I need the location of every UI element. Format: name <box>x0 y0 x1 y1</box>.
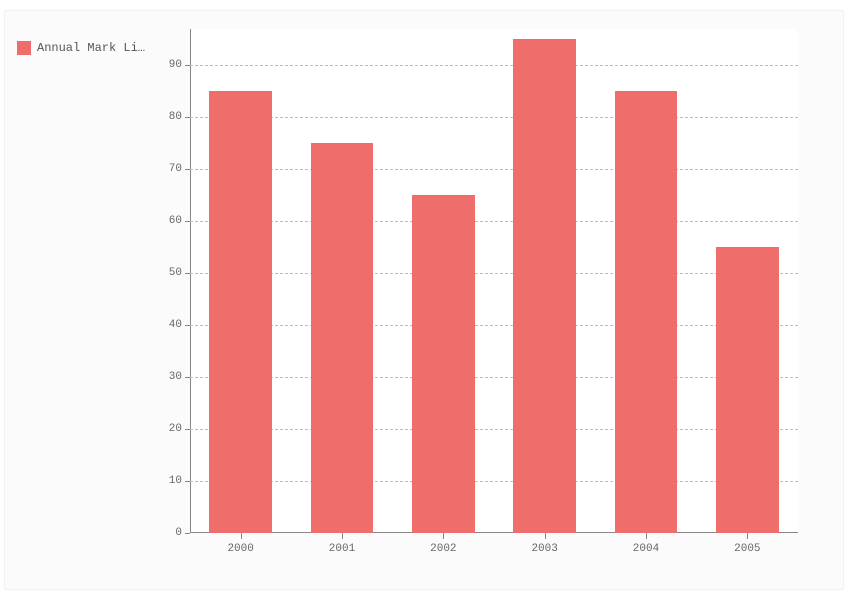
y-axis-line <box>190 29 191 533</box>
y-tick-label: 80 <box>169 111 182 123</box>
y-tick-label: 60 <box>169 215 182 227</box>
y-tick-mark <box>185 221 190 222</box>
y-tick-label: 50 <box>169 267 182 279</box>
grid-line <box>190 429 798 430</box>
x-tick-label: 2004 <box>633 543 659 555</box>
y-tick-mark <box>185 273 190 274</box>
grid-line <box>190 169 798 170</box>
x-tick-mark <box>241 533 242 539</box>
y-tick-mark <box>185 429 190 430</box>
x-axis-line <box>190 532 798 533</box>
grid-line <box>190 117 798 118</box>
y-tick-mark <box>185 65 190 66</box>
grid-line <box>190 273 798 274</box>
grid-line <box>190 377 798 378</box>
y-tick-mark <box>185 533 190 534</box>
y-tick-mark <box>185 377 190 378</box>
y-tick-mark <box>185 169 190 170</box>
x-tick-label: 2003 <box>531 543 557 555</box>
grid-line <box>190 221 798 222</box>
grid-line <box>190 65 798 66</box>
y-tick-mark <box>185 325 190 326</box>
x-tick-label: 2001 <box>329 543 355 555</box>
grid-line <box>190 325 798 326</box>
bar[interactable] <box>412 195 475 533</box>
x-tick-label: 2002 <box>430 543 456 555</box>
legend-swatch <box>17 41 31 55</box>
grid-line <box>190 481 798 482</box>
y-tick-label: 10 <box>169 475 182 487</box>
x-tick-mark <box>747 533 748 539</box>
x-tick-mark <box>545 533 546 539</box>
bar[interactable] <box>311 143 374 533</box>
y-tick-mark <box>185 117 190 118</box>
x-tick-label: 2005 <box>734 543 760 555</box>
y-tick-label: 20 <box>169 423 182 435</box>
x-tick-label: 2000 <box>227 543 253 555</box>
y-tick-label: 30 <box>169 371 182 383</box>
x-tick-mark <box>646 533 647 539</box>
y-tick-mark <box>185 481 190 482</box>
x-tick-mark <box>342 533 343 539</box>
bar[interactable] <box>615 91 678 533</box>
y-tick-label: 90 <box>169 59 182 71</box>
chart-frame: Annual Mark Li… 010203040506070809020002… <box>4 10 844 590</box>
y-tick-label: 70 <box>169 163 182 175</box>
bar[interactable] <box>209 91 272 533</box>
y-tick-label: 40 <box>169 319 182 331</box>
plot-area: 0102030405060708090200020012002200320042… <box>190 29 798 533</box>
x-tick-mark <box>443 533 444 539</box>
legend-label: Annual Mark Li… <box>37 41 145 55</box>
legend: Annual Mark Li… <box>17 41 145 55</box>
bar[interactable] <box>513 39 576 533</box>
bar[interactable] <box>716 247 779 533</box>
y-tick-label: 0 <box>175 527 182 539</box>
